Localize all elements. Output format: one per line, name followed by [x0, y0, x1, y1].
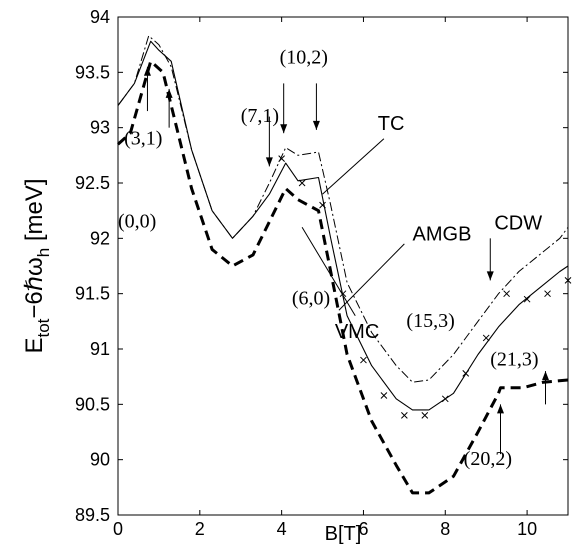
y-tick-label: 94 — [90, 7, 110, 27]
annotation-label: (3,1) — [124, 127, 162, 149]
annotation-label: (6,0) — [292, 288, 330, 310]
y-tick-label: 92 — [90, 228, 110, 248]
cdw-marker — [462, 369, 470, 377]
annotation-arrow-head — [486, 271, 494, 281]
annotation-label: (21,3) — [490, 349, 538, 371]
y-tick-label: 93.5 — [75, 62, 110, 82]
annotation-label: CDW — [494, 212, 542, 234]
x-tick-label: 10 — [517, 519, 537, 539]
x-tick-label: 8 — [440, 519, 450, 539]
y-tick-label: 92.5 — [75, 173, 110, 193]
annotation-label: AMGB — [413, 224, 472, 246]
cdw-marker — [319, 201, 326, 209]
axes-group: 0 2 4 6 8 10 89.5 90 90.5 91 91.5 92 92.5 93 93.5 94 — [75, 7, 569, 539]
annotation-leader-line — [338, 243, 405, 311]
annotation-arrow-head — [497, 404, 504, 414]
annotations-group: (0,0) (3,1) (7,1) (10,2) TC AMGB CDW (6,0)VMC (1… — [118, 46, 549, 470]
y-tick-label: 89.5 — [75, 505, 110, 525]
y-tick-label: 91.5 — [75, 284, 110, 304]
annotation-label: (0,0) — [118, 210, 156, 232]
cdw-marker — [421, 412, 429, 419]
y-axis-title: Etot−6ℏωh [meV] — [21, 178, 53, 353]
series-line-tc — [117, 35, 569, 383]
annotation-label: (10,2) — [280, 46, 328, 68]
markers-group — [278, 155, 572, 419]
cdw-marker — [544, 290, 551, 298]
plot-frame — [117, 16, 569, 516]
cdw-marker — [523, 295, 531, 303]
cdw-marker — [401, 412, 408, 419]
annotation-label: TC — [378, 113, 405, 135]
annotation-leader-line — [322, 138, 385, 195]
y-tick-label: 90.5 — [75, 394, 110, 414]
cdw-marker — [503, 290, 510, 298]
y-tick-label: 93 — [90, 118, 110, 138]
x-tick-label: 0 — [113, 519, 123, 539]
cdw-marker — [380, 392, 388, 399]
cdw-marker — [278, 155, 285, 163]
y-tick-label: 91 — [90, 339, 110, 359]
x-tick-label: 4 — [277, 519, 287, 539]
annotation-label: (20,2) — [464, 448, 512, 470]
x-tick-label: 6 — [358, 519, 368, 539]
annotation-label: (15,3) — [406, 310, 454, 332]
series-group — [116, 35, 569, 495]
annotation-arrow-head — [265, 157, 273, 167]
cdw-marker — [298, 179, 306, 187]
annotation-arrow-head — [143, 66, 151, 76]
annotation-arrow-head — [542, 371, 549, 381]
cdw-marker — [482, 334, 490, 342]
annotation-label: (7,1) — [241, 105, 279, 127]
annotation-arrow-head — [280, 124, 288, 134]
y-tick-label: 90 — [90, 450, 110, 470]
annotation-label: VMC — [335, 321, 379, 343]
cdw-marker — [441, 395, 449, 403]
annotation-arrow-head — [165, 88, 173, 98]
x-tick-label: 2 — [195, 519, 205, 539]
series-line-vmc — [116, 59, 569, 495]
cdw-marker — [360, 356, 367, 364]
annotation-arrow-head — [312, 120, 320, 130]
series-line-amgb — [117, 40, 569, 411]
annotation-leader-line — [301, 227, 356, 317]
x-axis-title: B[T] — [325, 523, 362, 545]
